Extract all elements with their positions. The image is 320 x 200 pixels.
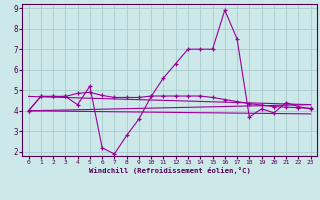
X-axis label: Windchill (Refroidissement éolien,°C): Windchill (Refroidissement éolien,°C) — [89, 167, 251, 174]
